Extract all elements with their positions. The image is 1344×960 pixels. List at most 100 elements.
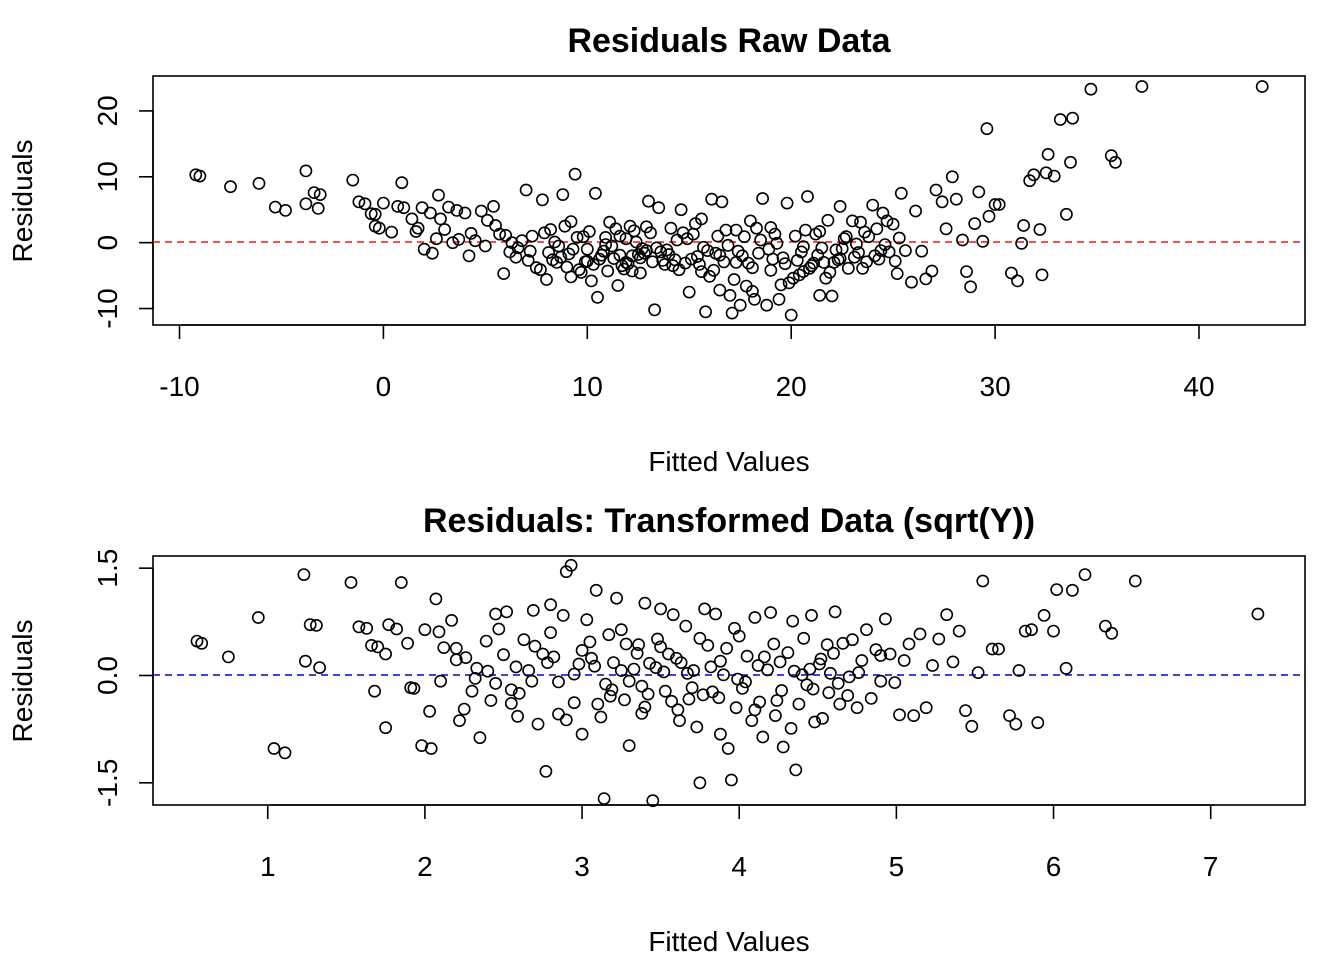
data-point (980, 122, 994, 136)
data-point (776, 740, 790, 754)
data-point (434, 674, 447, 688)
y-ticks: -1.5 0.0 1.5 (92, 549, 153, 807)
data-point (429, 232, 443, 246)
data-point (846, 214, 859, 228)
data-point (395, 176, 409, 190)
data-point (1104, 149, 1118, 163)
plot-frame (152, 555, 1306, 806)
data-point (721, 238, 735, 252)
data-point (673, 714, 686, 727)
data-points (190, 558, 1265, 808)
data-point (713, 248, 727, 262)
data-point (497, 267, 511, 280)
data-point (821, 213, 835, 227)
data-point (841, 689, 855, 702)
x-tick-label: 0 (376, 371, 392, 402)
data-point (835, 242, 849, 255)
data-point (479, 634, 493, 648)
data-point (712, 691, 726, 705)
data-point (344, 576, 358, 589)
data-point (827, 646, 840, 660)
data-point (251, 611, 265, 624)
x-axis-label: Fitted Values (648, 926, 809, 957)
data-point (298, 654, 312, 668)
data-point (360, 621, 374, 635)
data-point (737, 230, 751, 244)
data-point (1050, 583, 1064, 596)
data-point (511, 709, 524, 723)
data-point (825, 289, 839, 303)
data-point (368, 207, 382, 221)
data-point (800, 678, 814, 692)
data-point (890, 267, 904, 280)
data-point (622, 674, 636, 688)
x-tick-label: 10 (572, 371, 603, 402)
data-point (385, 225, 398, 239)
data-point (1039, 166, 1053, 180)
data-point (811, 248, 825, 262)
data-point (464, 226, 478, 240)
data-point (828, 605, 842, 619)
data-point (719, 223, 733, 237)
data-point (575, 644, 589, 657)
data-point (654, 245, 668, 259)
data-point (767, 637, 781, 651)
x-ticks: 1 2 3 4 5 6 7 (260, 805, 1218, 882)
data-point (1015, 236, 1028, 250)
data-point (768, 227, 782, 241)
data-point (559, 713, 573, 727)
data-point (860, 255, 873, 269)
data-point (919, 701, 933, 715)
data-point (567, 696, 581, 710)
data-point (833, 697, 847, 711)
data-point (902, 637, 916, 651)
data-point (452, 232, 466, 246)
data-point (487, 199, 500, 213)
data-point (583, 635, 597, 649)
data-point (704, 660, 718, 674)
data-point (792, 268, 806, 282)
data-point (575, 727, 589, 741)
data-point (1135, 80, 1149, 93)
data-point (784, 308, 798, 322)
data-point (750, 221, 763, 235)
data-point (405, 212, 419, 226)
data-point (971, 666, 985, 679)
data-point (617, 262, 631, 276)
data-point (649, 661, 663, 674)
data-point (651, 632, 664, 646)
data-point (548, 235, 562, 249)
data-point (311, 201, 325, 215)
data-point (778, 257, 792, 271)
data-point (690, 720, 704, 734)
data-point (558, 219, 572, 233)
data-point (1109, 155, 1122, 169)
data-point (739, 675, 752, 689)
y-ticks: -10 0 10 20 (92, 95, 153, 329)
data-point (1018, 624, 1032, 638)
data-point (457, 702, 471, 716)
data-point (484, 694, 498, 707)
raw-residuals-panel: Residuals Raw Data -10 0 10 20 30 40 -10 0 10 20… (7, 22, 1306, 477)
x-tick-label: 3 (574, 851, 590, 882)
data-point (567, 667, 581, 681)
data-point (915, 244, 929, 258)
data-point (876, 206, 890, 220)
data-point (727, 273, 741, 286)
data-point (676, 226, 690, 240)
data-point (695, 265, 708, 278)
data-point (874, 674, 888, 688)
data-point (544, 223, 557, 236)
data-point (731, 672, 744, 686)
data-point (886, 217, 900, 231)
data-point (740, 649, 754, 663)
data-point (589, 186, 602, 200)
data-point (397, 201, 411, 215)
data-point (894, 186, 908, 200)
data-points (189, 80, 1269, 322)
data-point (627, 662, 641, 676)
data-point (607, 656, 620, 669)
data-point (394, 576, 408, 589)
data-point (816, 712, 829, 725)
data-point (449, 641, 463, 655)
